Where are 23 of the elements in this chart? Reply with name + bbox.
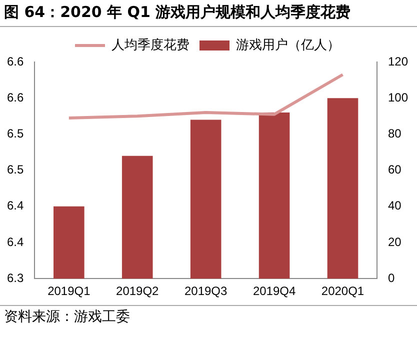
x-tick-label: 2019Q4 xyxy=(252,284,296,298)
y2-tick-label: 100 xyxy=(388,90,408,104)
y-tick-label: 6.4 xyxy=(6,234,24,249)
text: 资料来源：游戏工委 xyxy=(0,305,417,328)
y2-tick-label: 80 xyxy=(388,126,402,141)
y-tick-label: 6.4 xyxy=(6,198,24,213)
y-tick-label: 6.6 xyxy=(6,90,24,104)
y2-tick-label: 0 xyxy=(388,270,395,285)
y2-tick-label: 20 xyxy=(388,234,402,249)
y-tick-label: 6.6 xyxy=(6,54,24,68)
y-tick-label: 6.3 xyxy=(6,270,24,285)
legend-label: 游戏用户（亿人） xyxy=(236,38,340,53)
y-tick-label: 6.5 xyxy=(6,162,24,177)
x-tick-label: 2019Q1 xyxy=(48,284,91,298)
y-tick-label: 6.5 xyxy=(6,126,24,141)
y2-tick-label: 40 xyxy=(388,198,402,213)
y2-tick-label: 60 xyxy=(388,162,402,177)
y2-tick-label: 120 xyxy=(388,54,408,68)
chart-title: 图 64：2020 年 Q1 游戏用户规模和人均季度花费 xyxy=(0,0,417,27)
x-tick-label: 2020Q1 xyxy=(321,284,364,298)
x-tick-label: 2019Q2 xyxy=(116,284,160,298)
x-tick-label: 2019Q3 xyxy=(184,284,228,298)
legend-label: 人均季度花费 xyxy=(112,36,190,53)
